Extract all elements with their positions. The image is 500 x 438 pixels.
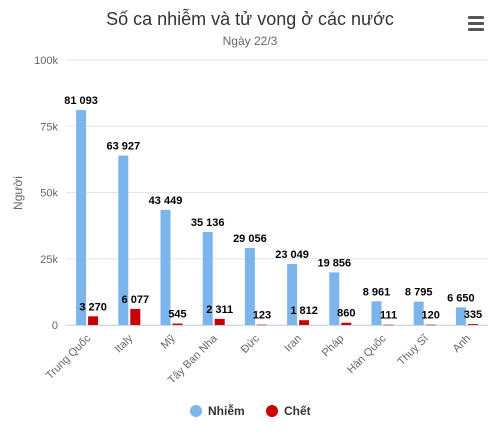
bars-layer (76, 110, 478, 326)
data-label: 8 961 (363, 286, 391, 298)
x-tick-label: Hàn Quốc (345, 332, 389, 376)
y-tick-label: 50k (40, 188, 58, 200)
bar-chet[interactable] (341, 322, 352, 325)
data-label: 35 136 (191, 217, 225, 229)
data-label: 335 (464, 309, 482, 321)
y-tick-label: 0 (52, 320, 58, 332)
bar-nhiem[interactable] (371, 301, 382, 325)
x-tick-label: Mỹ (159, 332, 178, 351)
legend-marker (266, 405, 278, 417)
data-label: 6 650 (447, 292, 475, 304)
data-label: 120 (422, 310, 440, 322)
data-label: 29 056 (233, 233, 267, 245)
bar-chet[interactable] (467, 324, 478, 325)
legend: Nhiễm Chết (190, 403, 311, 418)
data-label: 1 812 (290, 305, 318, 317)
bar-nhiem[interactable] (413, 301, 424, 325)
data-label: 3 270 (79, 301, 107, 313)
bar-nhiem[interactable] (287, 263, 298, 325)
data-label: 860 (337, 308, 355, 320)
data-label: 63 927 (106, 141, 140, 153)
legend-item-nhiem[interactable]: Nhiễm (190, 403, 245, 418)
bar-nhiem[interactable] (160, 209, 171, 325)
x-tick-label: Italy (113, 332, 136, 355)
data-label: 123 (253, 310, 271, 322)
bar-nhiem[interactable] (244, 248, 255, 325)
data-label: 2 311 (206, 304, 233, 316)
y-tick-label: 100k (34, 55, 58, 67)
legend-item-chet[interactable]: Chết (266, 404, 311, 418)
bar-nhiem[interactable] (118, 155, 129, 325)
data-label: 23 049 (275, 249, 309, 261)
bar-chet[interactable] (88, 316, 99, 325)
bar-nhiem[interactable] (202, 231, 213, 325)
x-tick-label: Trung Quốc (44, 332, 94, 382)
data-label: 111 (380, 310, 397, 322)
x-tick-label: Pháp (320, 333, 347, 360)
bar-chet[interactable] (130, 308, 141, 325)
x-tick-label: Đức (239, 332, 263, 356)
data-label: 81 093 (64, 95, 98, 107)
y-tick-label: 75k (40, 121, 58, 133)
data-labels-layer: 81 093 63 927 43 449 35 136 29 056 23 049 19 8… (64, 95, 482, 322)
y-axis-label: Người (11, 176, 25, 210)
data-label: 545 (168, 309, 186, 321)
hamburger-menu-icon[interactable] (466, 14, 486, 32)
bar-chet[interactable] (425, 324, 436, 326)
legend-label: Chết (284, 404, 311, 418)
chart-title: Số ca nhiễm và tử vong ở các nước (106, 8, 394, 29)
bar-chet[interactable] (172, 323, 183, 325)
data-label: 8 795 (405, 287, 433, 299)
legend-marker (190, 405, 202, 417)
bar-nhiem[interactable] (455, 307, 466, 325)
x-tick-label: Anh (451, 333, 473, 355)
legend-label: Nhiễm (208, 403, 245, 418)
grid-layer: 0 25k 50k 75k 100k (34, 55, 488, 332)
data-label: 6 077 (122, 294, 150, 306)
data-label: 43 449 (149, 195, 183, 207)
x-tick-label: Thuỵ Sĩ (396, 332, 432, 368)
bar-chet[interactable] (383, 324, 394, 326)
y-tick-label: 25k (40, 254, 58, 266)
x-tick-label: Iran (282, 333, 304, 355)
chart-subtitle: Ngày 22/3 (223, 34, 278, 48)
bar-nhiem[interactable] (76, 110, 87, 325)
bar-chet[interactable] (256, 324, 267, 326)
data-label: 19 856 (317, 257, 351, 269)
bar-nhiem[interactable] (329, 272, 340, 325)
bar-chet[interactable] (299, 320, 310, 325)
bar-chet[interactable] (214, 318, 225, 325)
